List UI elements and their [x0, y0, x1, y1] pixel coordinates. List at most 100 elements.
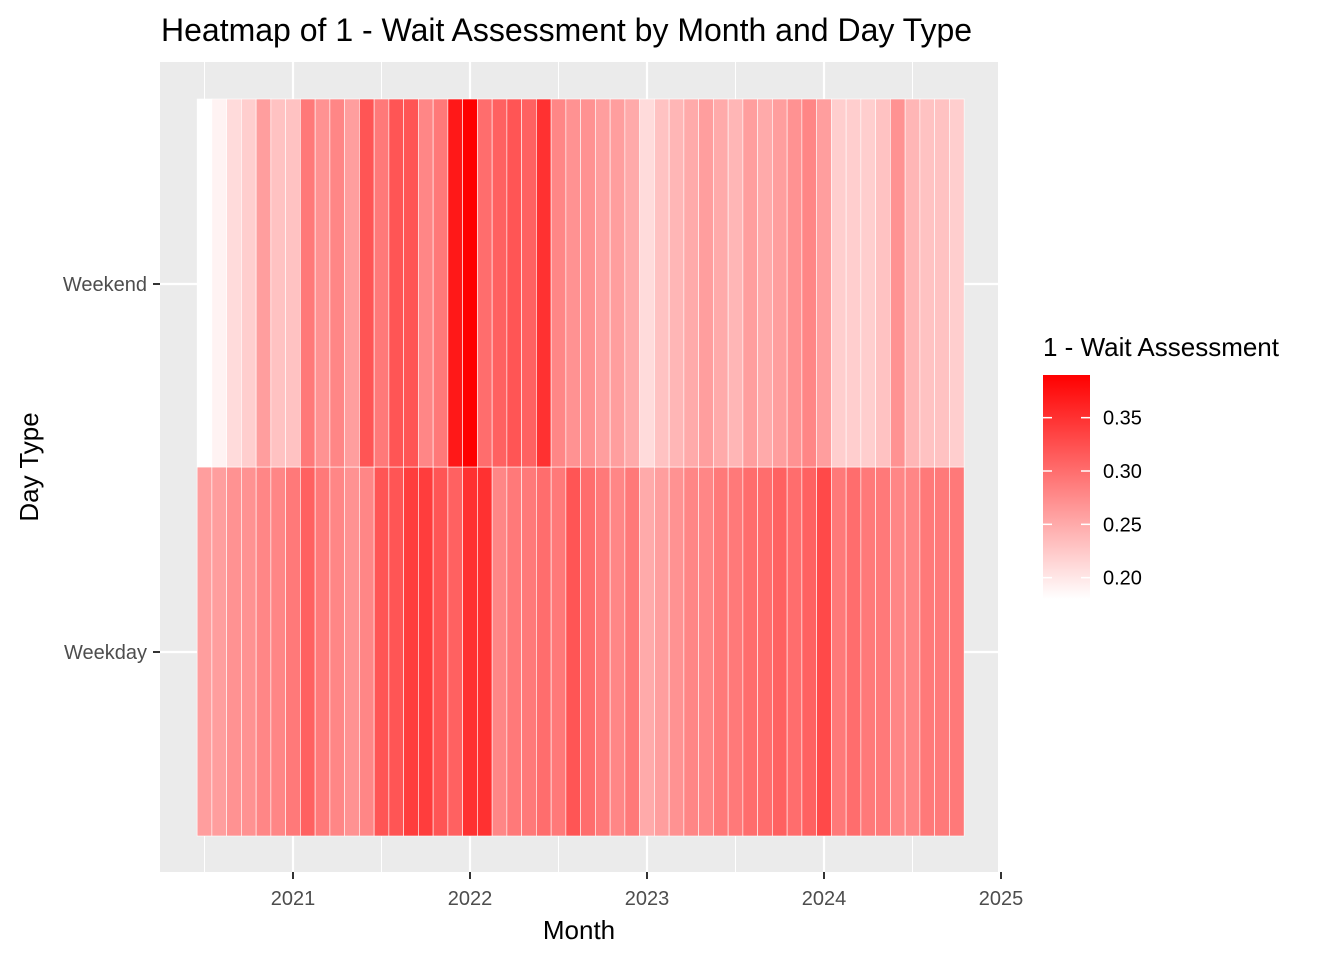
heatmap-tile-weekday-2020-08	[211, 466, 227, 837]
heatmap-tile-weekend-2021-01	[285, 98, 301, 468]
heatmap-tile-weekday-2021-09	[403, 466, 419, 837]
heatmap-tile-weekend-2022-02	[477, 98, 493, 468]
x-tick-label: 2024	[802, 888, 847, 910]
legend-label: 0.30	[1103, 461, 1142, 483]
heatmap-tile-weekend-2022-06	[536, 98, 552, 468]
heatmap-tile-weekday-2024-01	[816, 466, 832, 837]
heatmap-tile-weekend-2020-07	[196, 98, 213, 468]
heatmap-tile-weekend-2022-11	[609, 98, 626, 468]
heatmap-tile-weekend-2023-05	[698, 98, 714, 468]
heatmap-tile-weekday-2023-08	[742, 466, 758, 837]
heatmap-tile-weekend-2024-08	[919, 98, 935, 468]
heatmap-tile-weekday-2021-03	[314, 466, 331, 837]
heatmap-tiles	[196, 98, 965, 837]
heatmap-tile-weekday-2024-06	[890, 466, 906, 837]
x-tick-label: 2022	[448, 888, 493, 910]
heatmap-tile-weekday-2024-09	[934, 466, 950, 837]
heatmap-tile-weekday-2022-06	[536, 466, 552, 837]
y-axis: Weekday Weekend	[63, 274, 160, 664]
heatmap-tile-weekday-2023-06	[713, 466, 729, 837]
heatmap-tile-weekday-2020-09	[226, 466, 242, 837]
heatmap-tile-weekday-2022-03	[491, 466, 508, 837]
heatmap-tile-weekday-2022-09	[580, 466, 596, 837]
heatmap-tile-weekday-2023-05	[698, 466, 714, 837]
heatmap-tile-weekend-2024-05	[875, 98, 891, 468]
legend-label: 0.35	[1103, 408, 1142, 430]
heatmap-tile-weekday-2023-01	[639, 466, 655, 837]
heatmap-tile-weekend-2023-12	[801, 98, 817, 468]
heatmap-tile-weekday-2020-10	[241, 466, 257, 837]
heatmap-tile-weekend-2021-10	[418, 98, 434, 468]
heatmap-tile-weekday-2024-08	[919, 466, 935, 837]
y-tick-label-weekday: Weekday	[64, 642, 147, 664]
heatmap-tile-weekend-2023-03	[668, 98, 685, 468]
heatmap-tile-weekday-2023-11	[786, 466, 803, 837]
heatmap-tile-weekend-2022-01	[462, 98, 478, 468]
legend-title: 1 - Wait Assessment	[1043, 332, 1280, 362]
heatmap-tile-weekend-2021-11	[432, 98, 449, 468]
x-axis-title: Month	[543, 915, 615, 945]
heatmap-tile-weekday-2021-12	[447, 466, 463, 837]
heatmap-tile-weekend-2022-04	[506, 98, 522, 468]
heatmap-tile-weekday-2023-07	[727, 466, 744, 837]
heatmap-tile-weekend-2021-04	[329, 98, 345, 468]
heatmap-tile-weekday-2022-05	[521, 466, 537, 837]
heatmap-tile-weekday-2024-07	[904, 466, 921, 837]
heatmap-tile-weekend-2024-06	[890, 98, 906, 468]
heatmap-tile-weekend-2021-03	[314, 98, 331, 468]
heatmap-tile-weekday-2023-12	[801, 466, 817, 837]
heatmap-tile-weekend-2024-04	[860, 98, 876, 468]
heatmap-tile-weekend-2022-09	[580, 98, 596, 468]
heatmap-tile-weekend-2021-06	[359, 98, 375, 468]
heatmap-tile-weekend-2023-10	[772, 98, 788, 468]
heatmap-tile-weekend-2024-01	[816, 98, 832, 468]
heatmap-tile-weekday-2022-04	[506, 466, 522, 837]
heatmap-tile-weekend-2023-04	[683, 98, 699, 468]
heatmap-tile-weekend-2021-07	[373, 98, 390, 468]
heatmap-tile-weekend-2021-05	[344, 98, 360, 468]
heatmap-tile-weekend-2024-09	[934, 98, 950, 468]
heatmap-tile-weekday-2023-10	[772, 466, 788, 837]
legend-label: 0.25	[1103, 514, 1142, 536]
heatmap-tile-weekday-2024-04	[860, 466, 876, 837]
heatmap-tile-weekend-2021-09	[403, 98, 419, 468]
heatmap-tile-weekday-2023-02	[654, 466, 670, 837]
heatmap-tile-weekend-2024-10	[949, 98, 965, 468]
legend-ticks: 0.20 0.25 0.30 0.35	[1043, 408, 1142, 590]
heatmap-tile-weekday-2023-03	[668, 466, 685, 837]
heatmap-tile-weekday-2021-08	[388, 466, 404, 837]
heatmap-tile-weekend-2020-09	[226, 98, 242, 468]
heatmap-tile-weekday-2021-01	[285, 466, 301, 837]
legend: 1 - Wait Assessment 0.20 0.25 0.30 0.35	[1043, 332, 1280, 599]
heatmap-tile-weekend-2023-01	[639, 98, 655, 468]
x-tick-label: 2025	[979, 888, 1024, 910]
heatmap-tile-weekend-2023-02	[654, 98, 670, 468]
heatmap-tile-weekday-2024-03	[845, 466, 862, 837]
heatmap-tile-weekday-2022-07	[550, 466, 567, 837]
heatmap-tile-weekday-2022-02	[477, 466, 493, 837]
heatmap-tile-weekday-2021-05	[344, 466, 360, 837]
heatmap-tile-weekend-2022-12	[624, 98, 640, 468]
heatmap-tile-weekend-2024-03	[845, 98, 862, 468]
heatmap-tile-weekday-2021-11	[432, 466, 449, 837]
y-axis-title: Day Type	[14, 412, 44, 521]
heatmap-tile-weekday-2022-08	[565, 466, 581, 837]
heatmap-tile-weekend-2024-07	[904, 98, 921, 468]
heatmap-tile-weekend-2021-12	[447, 98, 463, 468]
heatmap-tile-weekday-2020-07	[196, 466, 213, 837]
heatmap-tile-weekend-2021-08	[388, 98, 404, 468]
heatmap-tile-weekend-2023-06	[713, 98, 729, 468]
heatmap-tile-weekday-2021-06	[359, 466, 375, 837]
heatmap-tile-weekend-2023-08	[742, 98, 758, 468]
x-tick-label: 2021	[271, 888, 316, 910]
heatmap-tile-weekend-2021-02	[300, 98, 316, 468]
heatmap-tile-weekend-2022-03	[491, 98, 508, 468]
heatmap-tile-weekday-2023-09	[757, 466, 773, 837]
legend-label: 0.20	[1103, 568, 1142, 590]
heatmap-tile-weekday-2022-12	[624, 466, 640, 837]
heatmap-tile-weekend-2020-12	[270, 98, 286, 468]
heatmap-tile-weekday-2020-12	[270, 466, 286, 837]
heatmap-tile-weekend-2022-10	[595, 98, 611, 468]
heatmap-tile-weekend-2024-02	[831, 98, 847, 468]
